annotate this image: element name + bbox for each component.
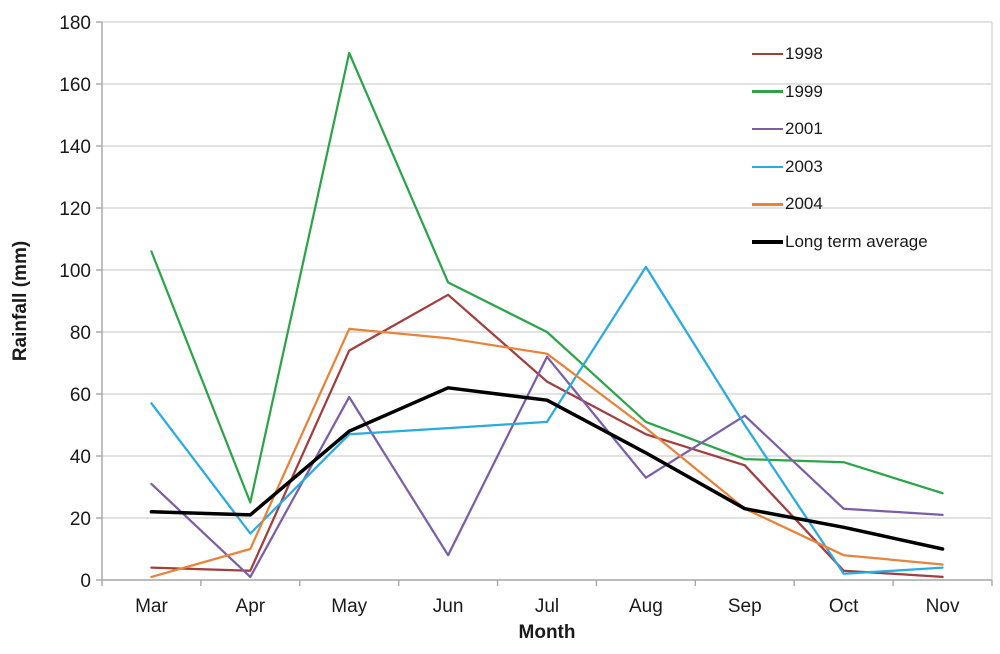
legend-swatch-1998 bbox=[752, 52, 783, 56]
y-tick-label-180: 180 bbox=[59, 13, 91, 34]
legend-swatch-2004 bbox=[752, 203, 783, 206]
x-tick-label-Jun: Jun bbox=[433, 596, 464, 617]
legend-label: 1999 bbox=[785, 81, 823, 101]
legend-label: 2003 bbox=[785, 156, 823, 176]
series-line-1999 bbox=[150, 51, 944, 504]
x-tick-label-Oct: Oct bbox=[829, 596, 859, 617]
legend-item-1999: 1999 bbox=[752, 82, 823, 102]
x-tick-label-Jul: Jul bbox=[535, 596, 559, 617]
y-tick-label-0: 0 bbox=[80, 571, 91, 592]
y-axis-title: Rainfall (mm) bbox=[10, 240, 31, 362]
legend-item-1998: 1998 bbox=[752, 44, 823, 64]
series-line-2001 bbox=[150, 355, 944, 579]
legend-label: 2004 bbox=[785, 194, 823, 214]
x-tick-label-Apr: Apr bbox=[236, 596, 266, 617]
legend-swatch-long-term-average bbox=[752, 240, 783, 244]
legend-item-2003: 2003 bbox=[752, 157, 823, 177]
x-tick-label-May: May bbox=[331, 596, 367, 617]
y-tick-label-160: 160 bbox=[59, 75, 91, 96]
y-tick-label-140: 140 bbox=[59, 137, 91, 158]
x-tick-label-Mar: Mar bbox=[135, 596, 168, 617]
x-axis-title: Month bbox=[518, 622, 576, 643]
x-tick-label-Nov: Nov bbox=[926, 596, 960, 617]
legend-swatch-2001 bbox=[752, 128, 783, 131]
x-tick-label-Aug: Aug bbox=[629, 596, 663, 617]
series-line-long-term-average bbox=[149, 386, 945, 551]
legend-swatch-2003 bbox=[752, 165, 783, 168]
legend-label: Long term average bbox=[785, 232, 928, 251]
legend-item-long-term-average: Long term average bbox=[752, 232, 928, 252]
x-tick-label-Sep: Sep bbox=[728, 596, 762, 617]
y-tick-label-20: 20 bbox=[70, 509, 91, 530]
series-line-2004 bbox=[150, 327, 944, 579]
y-tick-label-60: 60 bbox=[70, 385, 91, 406]
y-tick-label-100: 100 bbox=[59, 261, 91, 282]
series-line-1998 bbox=[150, 293, 944, 579]
legend-item-2001: 2001 bbox=[752, 119, 823, 139]
y-tick-label-80: 80 bbox=[70, 323, 91, 344]
legend-swatch-1999 bbox=[752, 90, 783, 93]
y-tick-label-40: 40 bbox=[70, 447, 91, 468]
series-line-2003 bbox=[150, 265, 944, 575]
legend-label: 2001 bbox=[785, 119, 823, 139]
legend-item-2004: 2004 bbox=[752, 194, 823, 214]
y-tick-label-120: 120 bbox=[59, 199, 91, 220]
legend-label: 1998 bbox=[785, 44, 823, 63]
